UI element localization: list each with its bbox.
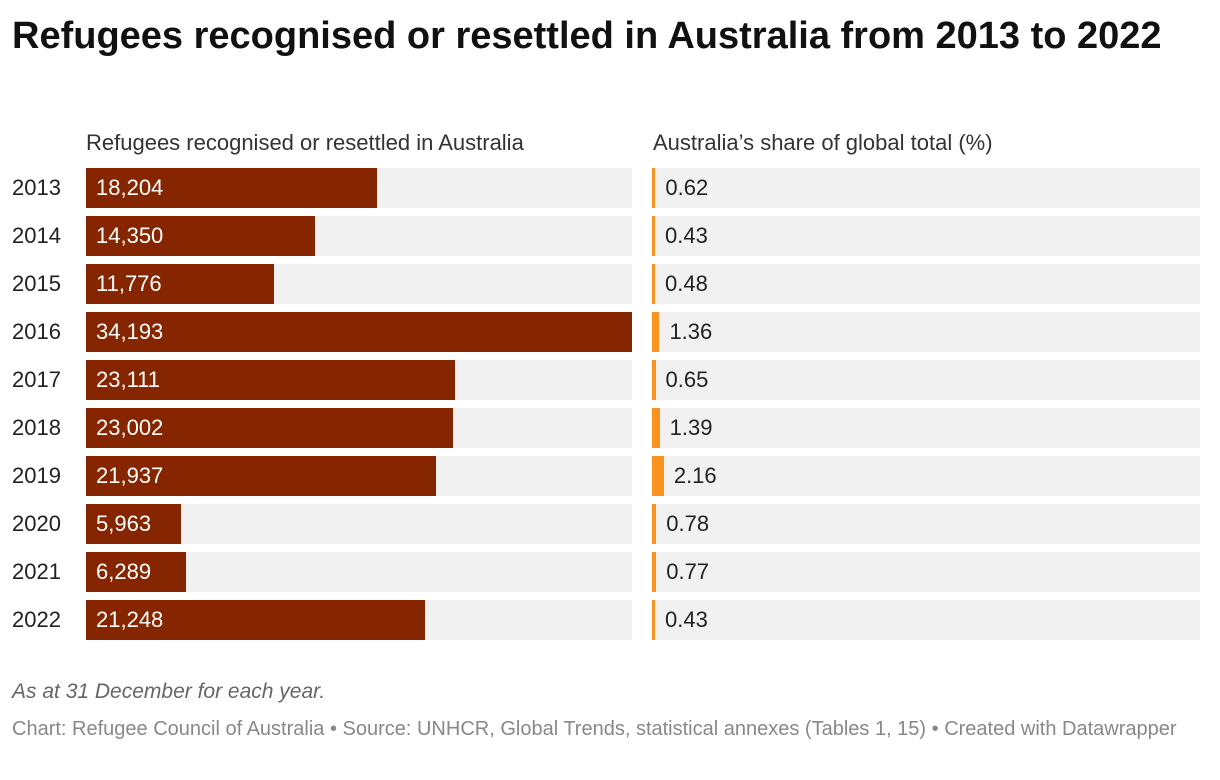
year-label-2014: 2014: [12, 223, 61, 248]
chart-note: As at 31 December for each year.: [12, 680, 326, 703]
share-value-label-2022: 0.43: [665, 607, 708, 632]
refugees-bar-2019: [86, 456, 437, 496]
refugees-track-2021: 6,289: [86, 552, 632, 592]
share-column-header: Australia’s share of global total (%): [653, 130, 993, 155]
refugees-track-2016: 34,193: [86, 312, 632, 352]
share-value-label-2014: 0.43: [665, 223, 708, 248]
refugees-track-2013: 18,204: [86, 168, 632, 208]
refugees-bar-2016: [86, 312, 632, 352]
chart-footer: Chart: Refugee Council of Australia • So…: [12, 718, 1177, 740]
refugees-bar-2021: [86, 552, 187, 592]
share-value-label-2019: 2.16: [673, 463, 717, 488]
refugees-track-2014: 14,350: [86, 216, 632, 256]
share-track-2018: 1.39: [652, 408, 1200, 448]
year-label-2017: 2017: [12, 367, 61, 392]
refugees-column-header: Refugees recognised or resettled in Aust…: [86, 130, 524, 155]
share-value-label-2016: 1.36: [669, 319, 713, 344]
share-value-label-2018: 1.39: [669, 415, 713, 440]
year-label-2022: 2022: [12, 607, 61, 632]
share-bar-2020: [652, 504, 657, 544]
refugees-track-2022: 21,248: [86, 600, 632, 640]
refugees-value-label-2020: 5,963: [96, 511, 152, 536]
share-value-label-2015: 0.48: [665, 271, 708, 296]
refugees-value-label-2014: 14,350: [96, 223, 164, 248]
refugees-value-label-2017: 23,111: [96, 367, 161, 392]
share-value-label-2017: 0.65: [665, 367, 709, 392]
refugees-value-label-2016: 34,193: [96, 319, 164, 344]
share-track-2022: 0.43: [652, 600, 1200, 640]
refugees-value-label-2019: 21,937: [96, 463, 164, 488]
refugees-value-label-2021: 6,289: [96, 559, 152, 584]
share-bar-2022: [652, 600, 655, 640]
refugees-value-label-2015: 11,776: [96, 271, 162, 296]
share-track-2014: 0.43: [652, 216, 1200, 256]
share-track-2016: 1.36: [652, 312, 1200, 352]
share-track-2015: 0.48: [652, 264, 1200, 304]
share-track-2017: 0.65: [652, 360, 1200, 400]
refugees-value-label-2013: 18,204: [96, 175, 164, 200]
share-bar-2021: [652, 552, 657, 592]
year-label-2019: 2019: [12, 463, 61, 488]
year-label-2013: 2013: [12, 175, 61, 200]
share-track-2013: 0.62: [652, 168, 1200, 208]
year-label-2018: 2018: [12, 415, 61, 440]
refugees-bar-2022: [86, 600, 426, 640]
refugees-track-2018: 23,002: [86, 408, 632, 448]
refugees-track-2015: 11,776: [86, 264, 632, 304]
refugees-bar-2020: [86, 504, 182, 544]
year-label-2020: 2020: [12, 511, 61, 536]
share-bar-2013: [652, 168, 656, 208]
share-track-2020: 0.78: [652, 504, 1200, 544]
refugees-bar-2013: [86, 168, 377, 208]
year-label-2021: 2021: [12, 559, 61, 584]
chart-title: Refugees recognised or resettled in Aust…: [12, 15, 1162, 57]
share-bar-2016: [652, 312, 660, 352]
share-track-2019: 2.16: [652, 456, 1200, 496]
share-bar-2015: [652, 264, 655, 304]
refugees-bar-2014: [86, 216, 316, 256]
year-label-2015: 2015: [12, 271, 61, 296]
refugees-track-2020: 5,963: [86, 504, 632, 544]
share-bar-2014: [652, 216, 655, 256]
share-bar-2019: [652, 456, 664, 496]
year-label-2016: 2016: [12, 319, 61, 344]
share-value-label-2020: 0.78: [666, 511, 710, 536]
refugees-value-label-2018: 23,002: [96, 415, 164, 440]
share-track-2021: 0.77: [652, 552, 1200, 592]
share-value-label-2021: 0.77: [666, 559, 710, 584]
refugees-bar-2017: [86, 360, 456, 400]
share-bar-2018: [652, 408, 660, 448]
share-bar-2017: [652, 360, 656, 400]
refugees-track-2017: 23,111: [86, 360, 632, 400]
refugees-value-label-2022: 21,248: [96, 607, 164, 632]
share-value-label-2013: 0.62: [665, 175, 709, 200]
refugees-bar-2018: [86, 408, 454, 448]
refugees-track-2019: 21,937: [86, 456, 632, 496]
refugees-bar-2015: [86, 264, 275, 304]
